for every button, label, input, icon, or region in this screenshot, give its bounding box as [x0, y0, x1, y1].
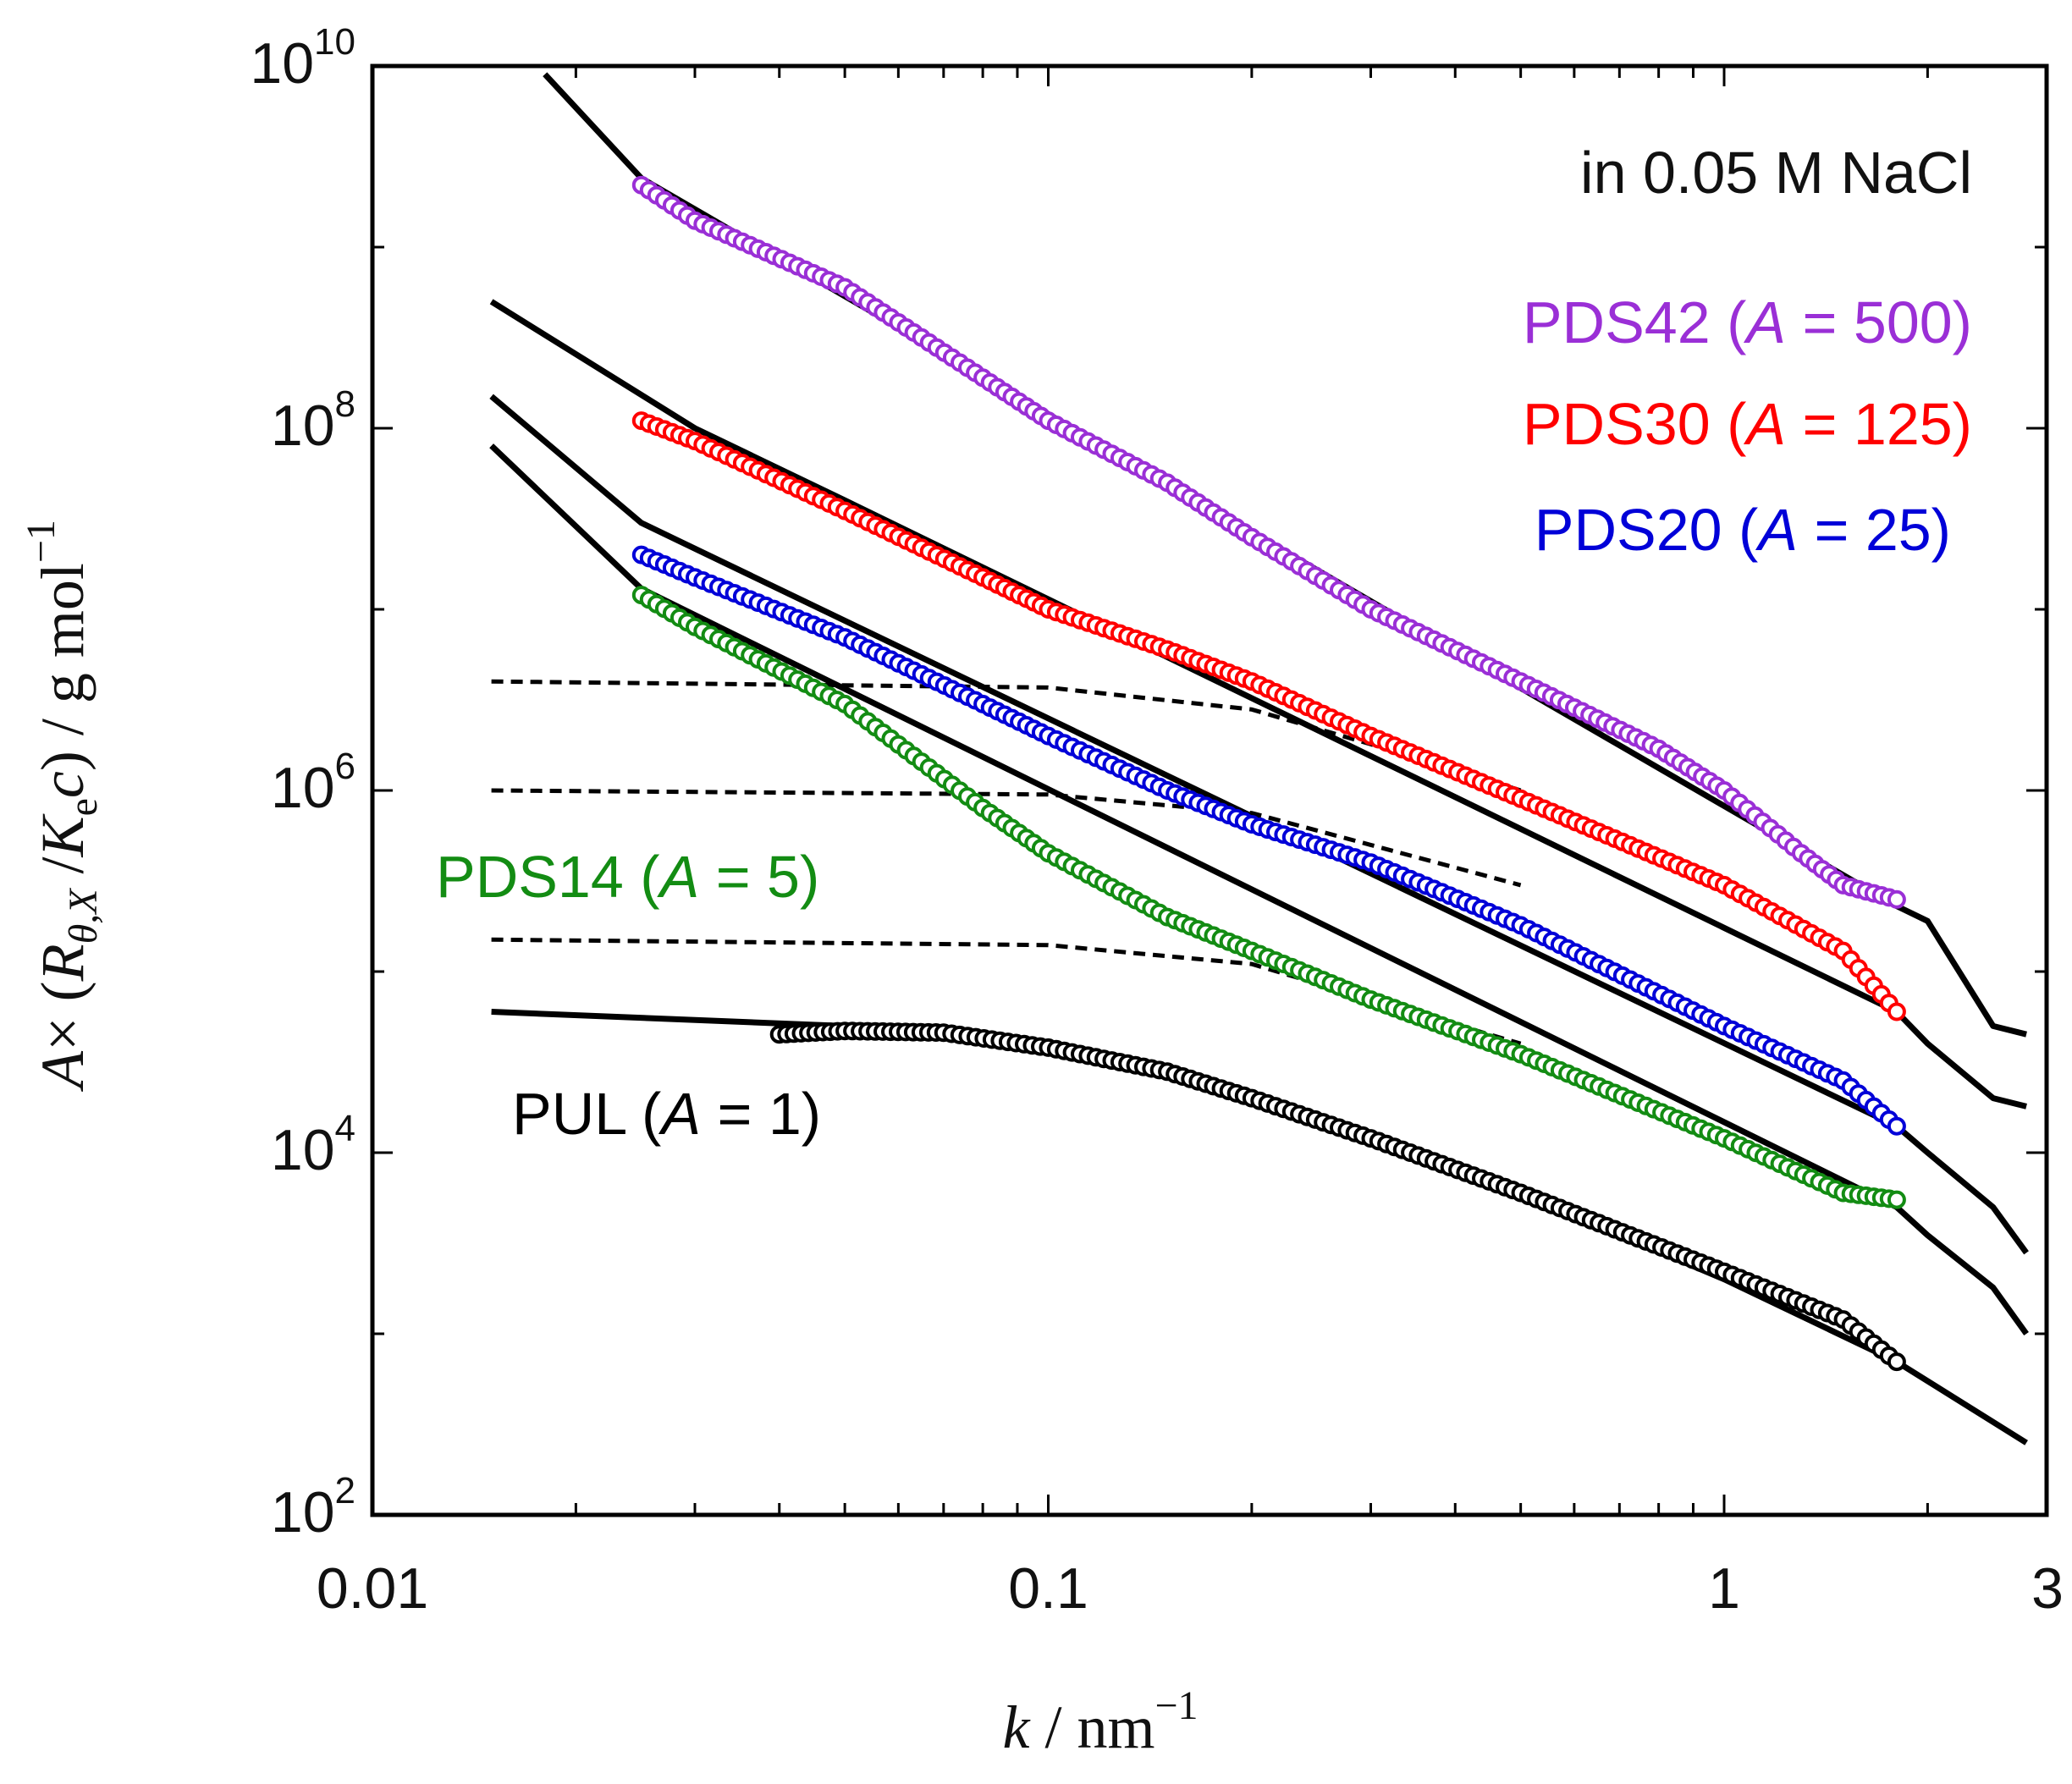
- pds20-label: PDS20 (A = 25): [1535, 497, 1951, 563]
- tick-labels-layer: 0.01 0.1 1 3 102 104 106 108 1010: [250, 21, 2064, 1621]
- y-tick-label: 104: [271, 1108, 355, 1182]
- pds42-model-curve: [543, 72, 2027, 1038]
- pds42-point: [1887, 889, 1906, 909]
- x-axis-title: k / nm−1: [1002, 1683, 1198, 1761]
- y-axis-open: (: [29, 981, 96, 1016]
- y-tick-label: 108: [271, 383, 355, 458]
- y-axis-r: R: [29, 944, 96, 982]
- y-axis-sup: −1: [19, 520, 63, 563]
- y-tick-label: 106: [271, 746, 355, 820]
- ticks-layer: [371, 64, 2048, 1517]
- x-tick-label: 1: [1708, 1556, 1740, 1621]
- y-axis-rsub: θ,X: [61, 888, 106, 944]
- pds20-point: [1887, 1116, 1906, 1136]
- y-axis-k: K: [29, 812, 96, 857]
- y-axis-title: A× (Rθ,X /Kec) / g mol−1: [19, 520, 106, 1092]
- pul-point: [1887, 1352, 1906, 1372]
- x-axis-unit: / nm: [1029, 1693, 1154, 1761]
- x-tick-label: 0.1: [1008, 1556, 1088, 1621]
- y-axis-ksub: e: [61, 798, 106, 816]
- series-labels-layer: PDS42 (A = 500) PDS30 (A = 125) PDS20 (A =…: [436, 289, 1972, 1147]
- pds30-point: [1887, 1002, 1906, 1021]
- curves-layer: [489, 72, 2029, 1445]
- points-layer: [631, 175, 1906, 1372]
- x-tick-label: 3: [2031, 1556, 2064, 1621]
- y-axis-slash: /: [29, 856, 96, 889]
- pul-label: PUL (A = 1): [512, 1081, 821, 1147]
- y-axis-close: ) / g mol: [29, 563, 96, 771]
- y-tick-label: 102: [271, 1470, 355, 1544]
- pds20-plateau-curve: [491, 788, 1522, 888]
- x-axis-var: k: [1002, 1693, 1031, 1761]
- pds14-point: [1887, 1190, 1906, 1209]
- y-tick-label: 1010: [250, 21, 355, 96]
- pds20-model-curve: [489, 394, 2029, 1255]
- pds14-label: PDS14 (A = 5): [436, 844, 819, 910]
- pds42-label: PDS42 (A = 500): [1523, 289, 1972, 355]
- annotation-text: in 0.05 M NaCl: [1580, 140, 1972, 206]
- y-axis-c: c: [29, 771, 96, 798]
- y-axis-times: ×: [29, 1016, 96, 1051]
- pds30-label: PDS30 (A = 125): [1523, 391, 1972, 457]
- pds14-model-curve: [489, 443, 2029, 1336]
- y-axis-a: A: [29, 1050, 96, 1092]
- x-tick-label: 0.01: [317, 1556, 428, 1621]
- x-axis-sup: −1: [1154, 1683, 1198, 1728]
